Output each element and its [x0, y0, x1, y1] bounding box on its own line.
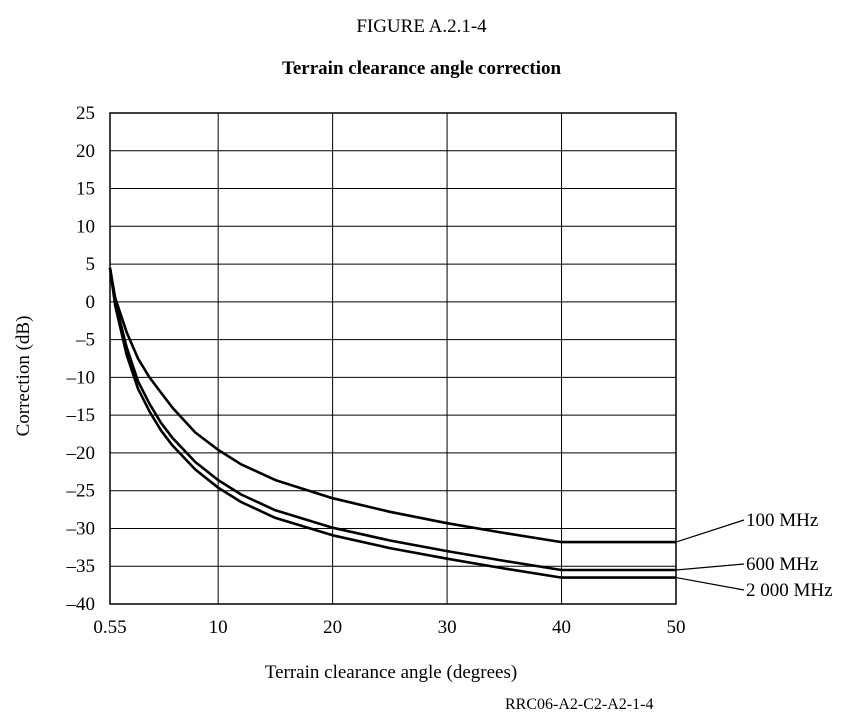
y-tick-labels: 25 20 15 10 5 0 –5 –10 –15 –20 –25 –30 –35 –40 — [66, 103, 96, 615]
figure-reference-code: RRC06-A2-C2-A2-1-4 — [505, 696, 654, 713]
y-tick-label: 0 — [86, 292, 96, 313]
y-tick-label: 5 — [86, 254, 96, 275]
y-tick-label: –15 — [66, 405, 96, 426]
series-lines — [108, 267, 676, 579]
series-label-leader — [675, 576, 745, 591]
y-tick-label: –35 — [66, 556, 96, 577]
series-line — [108, 267, 676, 572]
x-axis-label: Terrain clearance angle (degrees) — [265, 662, 517, 683]
chart-title: Terrain clearance angle correction — [281, 58, 562, 79]
x-tick-label: 30 — [438, 617, 457, 638]
x-tick-label: 50 — [667, 617, 686, 638]
series-label: 100 MHz — [746, 510, 818, 531]
x-tick-label: 10 — [209, 617, 228, 638]
y-tick-label: –25 — [66, 481, 96, 502]
y-tick-label: –20 — [66, 443, 96, 464]
y-tick-label: 15 — [76, 179, 95, 200]
series-label: 2 000 MHz — [746, 580, 833, 601]
series-line — [108, 267, 676, 579]
y-tick-label: –5 — [75, 330, 95, 351]
series-line — [108, 267, 676, 544]
y-tick-label: 10 — [76, 216, 95, 237]
x-tick-label: 40 — [552, 617, 571, 638]
y-tick-label: –40 — [66, 594, 96, 615]
series-labels: 100 MHz 600 MHz 2 000 MHz — [675, 510, 833, 601]
series-label-leader — [675, 563, 745, 571]
figure-label: FIGURE A.2.1-4 — [356, 16, 487, 37]
series-label-leader — [675, 519, 745, 543]
x-tick-label: 20 — [323, 617, 342, 638]
y-tick-label: 20 — [76, 141, 95, 162]
series-label: 600 MHz — [746, 554, 818, 575]
grid-lines — [109, 112, 677, 605]
x-tick-label: 0.55 — [93, 617, 126, 638]
y-tick-label: –30 — [66, 518, 96, 539]
y-axis-label: Correction (dB) — [13, 316, 34, 437]
plot-frame — [109, 112, 677, 605]
x-tick-labels: 0.55 10 20 30 40 50 — [93, 617, 685, 638]
y-tick-label: –10 — [66, 367, 96, 388]
y-tick-label: 25 — [76, 103, 95, 124]
